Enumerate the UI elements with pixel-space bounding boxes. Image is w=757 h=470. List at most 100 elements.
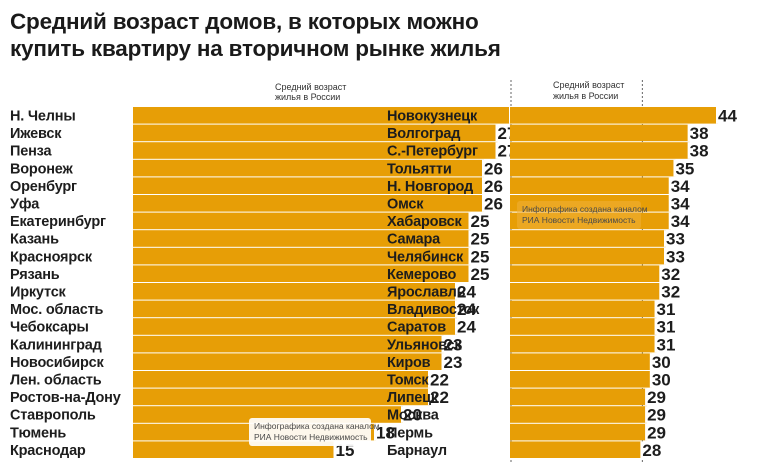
left-reference-label-1: Средний возраст <box>275 82 346 92</box>
left-category-label: Красноярск <box>10 249 93 265</box>
right-value-label: 31 <box>657 335 676 354</box>
right-bar <box>510 159 676 177</box>
right-value-label: 31 <box>657 300 676 319</box>
title-line-2: купить квартиру на вторичном рынке жилья <box>10 36 501 61</box>
left-value-box <box>468 265 493 282</box>
chart-title: Средний возраст домов, в которых можно к… <box>10 8 750 62</box>
left-value-box <box>428 371 452 388</box>
left-value-label: 18 <box>376 423 395 442</box>
right-category-label: Саратов <box>387 320 446 336</box>
right-category-label: Хабаровск <box>387 214 462 230</box>
right-category-label: Новокузнецк <box>387 109 478 125</box>
left-category-label: Ростов-на-Дону <box>10 390 121 406</box>
right-category-label: Н. Новгород <box>387 179 473 195</box>
right-bar <box>510 283 662 300</box>
left-category-label: Калининград <box>10 337 102 353</box>
right-value-label: 32 <box>661 265 680 284</box>
right-bar <box>510 230 666 247</box>
right-value-label: 35 <box>675 159 694 178</box>
left-value-label: 23 <box>444 335 463 354</box>
left-value-box <box>428 388 452 406</box>
right-value-box <box>659 265 684 282</box>
left-category-label: Воронеж <box>10 161 73 177</box>
right-category-label: Омск <box>387 197 424 213</box>
right-value-label: 32 <box>661 283 680 302</box>
left-value-label: 25 <box>471 230 490 249</box>
left-category-label: Краснодар <box>10 443 86 459</box>
left-value-label: 22 <box>430 371 449 390</box>
right-bar <box>510 423 648 441</box>
right-category-label: Челябинск <box>387 249 464 265</box>
left-value-box <box>401 406 425 423</box>
left-bar <box>133 124 498 142</box>
left-category-label: Казань <box>10 232 59 248</box>
right-bar <box>510 247 666 265</box>
right-value-box <box>640 441 665 458</box>
left-value-box <box>374 423 398 441</box>
left-value-label: 25 <box>471 265 490 284</box>
left-value-label: 26 <box>484 177 503 196</box>
left-value-box <box>455 283 479 300</box>
right-reference-label-2: жилья в России <box>553 91 618 101</box>
left-bar <box>133 212 471 230</box>
right-value-label: 38 <box>690 124 709 143</box>
left-value-box <box>455 318 479 335</box>
left-bar <box>133 371 430 388</box>
right-category-label: С.-Петербург <box>387 144 478 160</box>
right-value-label: 30 <box>652 353 671 372</box>
right-category-label: Барнаул <box>387 443 447 459</box>
right-bar <box>510 335 657 353</box>
left-bar <box>133 230 471 247</box>
left-bar <box>133 177 484 194</box>
right-value-box <box>664 230 688 247</box>
left-bar <box>133 283 457 300</box>
left-watermark-line-1: Инфографика создана каналом <box>254 421 380 431</box>
right-watermark-box <box>517 201 641 229</box>
left-value-label: 26 <box>484 195 503 214</box>
left-bar <box>133 107 511 124</box>
right-value-box <box>687 124 712 142</box>
left-value-label: 22 <box>430 388 449 407</box>
title-line-1: Средний возраст домов, в которых можно <box>10 9 479 34</box>
left-value-box <box>455 300 479 318</box>
right-category-label: Волгоград <box>387 126 460 142</box>
right-value-label: 34 <box>671 212 690 231</box>
left-value-label: 24 <box>457 283 476 302</box>
left-value-box <box>441 335 466 353</box>
right-value-label: 34 <box>671 195 690 214</box>
right-category-label: Кемерово <box>387 267 457 283</box>
left-value-label: 24 <box>457 300 476 319</box>
right-value-label: 29 <box>647 406 666 425</box>
left-value-label: 25 <box>471 212 490 231</box>
right-bar <box>510 107 718 124</box>
right-value-label: 28 <box>642 441 661 460</box>
right-bar <box>510 441 643 458</box>
left-watermark-line-2: РИА Новости Недвижимость <box>254 432 368 442</box>
left-value-label: 20 <box>403 406 422 425</box>
right-category-label: Самара <box>387 232 441 248</box>
right-value-box <box>664 247 688 265</box>
right-bar <box>510 406 648 423</box>
left-value-box <box>482 195 506 212</box>
left-category-label: Рязань <box>10 267 60 283</box>
left-category-label: Ижевск <box>10 126 62 142</box>
left-value-box <box>468 212 493 230</box>
left-category-label: Пенза <box>10 144 52 160</box>
left-category-label: Лен. область <box>10 373 102 389</box>
right-value-box <box>659 283 684 300</box>
left-category-label: Иркутск <box>10 285 67 301</box>
left-bar <box>133 195 484 212</box>
right-value-label: 38 <box>690 142 709 161</box>
right-bar <box>510 300 657 318</box>
left-category-label: Ставрополь <box>10 408 96 424</box>
left-value-box <box>468 230 493 247</box>
left-bar <box>133 388 430 406</box>
right-value-label: 33 <box>666 230 685 249</box>
left-value-box <box>482 177 506 194</box>
right-value-box <box>645 423 670 441</box>
left-category-label: Чебоксары <box>10 320 89 336</box>
right-value-label: 29 <box>647 388 666 407</box>
left-category-label: Н. Челны <box>10 109 76 125</box>
left-value-label: 23 <box>444 353 463 372</box>
left-category-label: Тюмень <box>10 425 66 441</box>
